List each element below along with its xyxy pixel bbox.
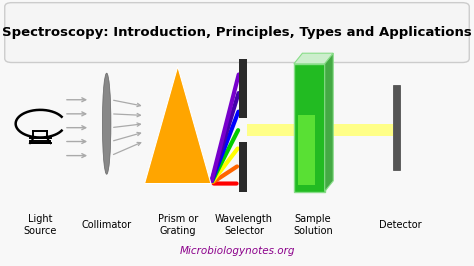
Bar [247,124,294,136]
Polygon shape [294,53,333,64]
Text: Light
Source: Light Source [24,214,57,236]
Text: Spectroscopy: Introduction, Principles, Types and Applications: Spectroscopy: Introduction, Principles, … [2,26,472,39]
Bar [294,64,325,192]
Text: Detector: Detector [379,220,422,230]
Text: Microbiologynotes.org: Microbiologynotes.org [179,246,295,256]
Ellipse shape [102,73,111,174]
Polygon shape [145,66,211,184]
Bar [325,124,393,136]
Text: Prism or
Grating: Prism or Grating [158,214,198,236]
Bar [239,59,247,118]
Bar [298,115,315,185]
Polygon shape [325,53,333,192]
Text: Collimator: Collimator [82,220,132,230]
Bar [393,85,400,170]
Text: Wavelength
Selector: Wavelength Selector [215,214,273,236]
FancyBboxPatch shape [5,3,469,63]
Bar [239,142,247,192]
Text: Sample
Solution: Sample Solution [293,214,333,236]
